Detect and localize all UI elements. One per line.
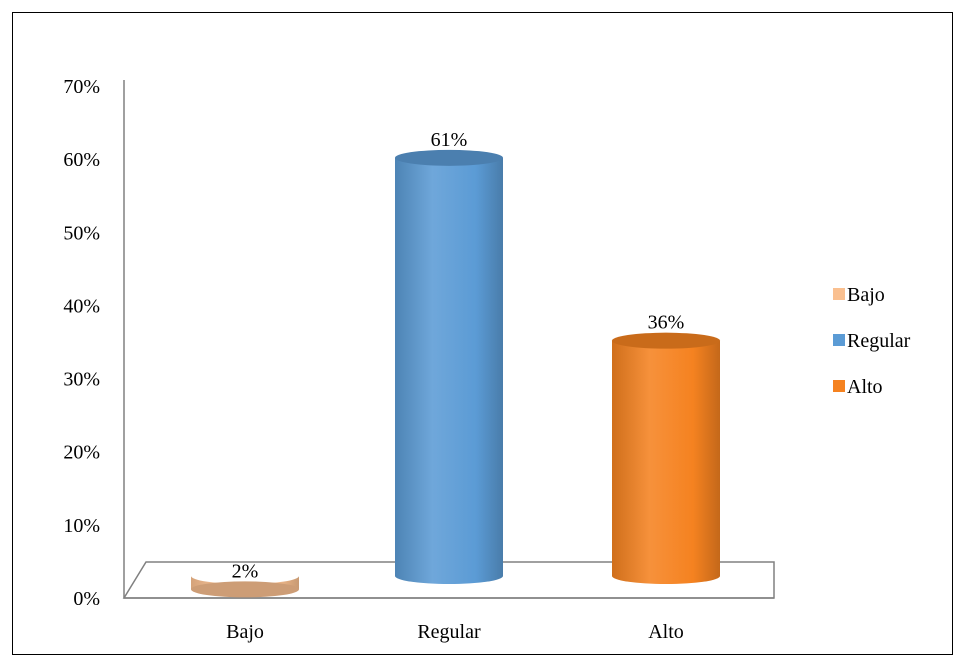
bar-series (191, 149, 720, 598)
data-label: 61% (431, 129, 468, 151)
legend-swatch (833, 380, 845, 392)
bar-body (612, 340, 720, 584)
data-labels: 2% 61% 36% (232, 129, 685, 583)
legend-swatch (833, 334, 845, 346)
y-tick-label: 10% (63, 515, 100, 537)
y-tick-label: 50% (63, 222, 100, 244)
legend-label: Regular (847, 330, 911, 352)
y-tick-label: 30% (63, 369, 100, 391)
y-tick-label: 60% (63, 149, 100, 171)
legend: Bajo Regular Alto (833, 284, 911, 398)
bar-alto (612, 332, 720, 584)
legend-label: Bajo (847, 284, 885, 306)
y-tick-label: 0% (73, 588, 100, 610)
y-tick-label: 70% (63, 76, 100, 98)
legend-swatch (833, 288, 845, 300)
bar-bajo (191, 576, 299, 598)
x-tick-label: Regular (417, 621, 481, 643)
bar-top (612, 332, 720, 349)
bar-top (395, 149, 503, 166)
y-axis: 0% 10% 20% 30% 40% 50% 60% 70% (63, 76, 125, 610)
data-label: 36% (648, 312, 685, 334)
x-tick-label: Bajo (226, 621, 264, 643)
legend-label: Alto (847, 376, 883, 398)
data-label: 2% (232, 560, 259, 582)
y-tick-label: 40% (63, 295, 100, 317)
x-axis: Bajo Regular Alto (226, 621, 684, 643)
bar-regular (395, 149, 503, 584)
bar-body (395, 157, 503, 584)
y-tick-label: 20% (63, 442, 100, 464)
x-tick-label: Alto (648, 621, 684, 643)
bar-top (191, 581, 299, 598)
